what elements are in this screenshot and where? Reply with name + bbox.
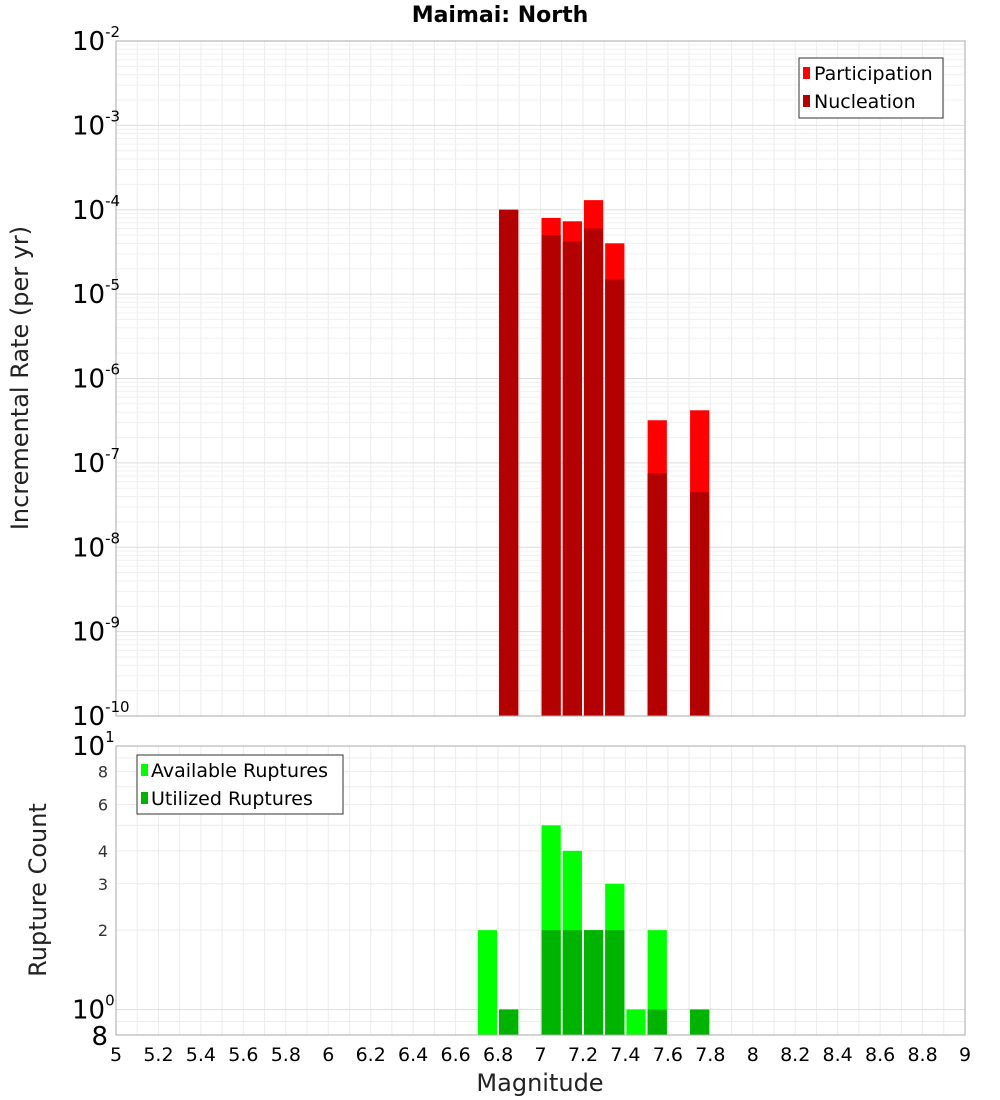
x-tick-label: 6.8 (483, 1044, 513, 1066)
rate-y-tick-label: 10-8 (72, 529, 120, 563)
count-y-tick-label-minor: 6 (98, 795, 108, 814)
rate-y-ticks: 10-10 10-9 10-8 10-7 10-6 10-5 10-4 10-3 10-2 (72, 23, 130, 732)
count-y-tick-label-major: 100 (72, 991, 115, 1025)
legend-participation-swatch (803, 67, 810, 79)
rate-y-tick-label: 10-4 (72, 192, 120, 226)
x-tick-label: 7.4 (610, 1044, 640, 1066)
x-tick-label: 6.6 (440, 1044, 470, 1066)
count-y-tick-label-minor: 3 (98, 875, 108, 894)
count-legend-box (136, 754, 344, 815)
rate-nucleation-bar (562, 241, 582, 717)
legend-nucleation-swatch (803, 95, 810, 107)
count-y-axis-label: Rupture Count (24, 803, 52, 977)
x-tick-label: 6 (322, 1044, 334, 1066)
count-available-ruptures-bar (647, 930, 667, 1035)
count-plot-frame (115, 745, 966, 1036)
rate-plot-grid (115, 41, 966, 717)
x-tick-label: 7 (534, 1044, 546, 1066)
legend-utilized-swatch (141, 792, 148, 804)
rate-nucleation-bar (499, 209, 519, 716)
legend-nucleation-label: Nucleation (814, 91, 916, 113)
legend-available-swatch (141, 764, 148, 776)
rate-y-tick-label: 10-10 (72, 698, 130, 732)
count-plot-grid (115, 746, 966, 1036)
count-y-tick-label-minor: 2 (98, 921, 108, 940)
rate-y-tick-label: 10-6 (72, 361, 120, 395)
x-tick-label: 6.4 (398, 1044, 428, 1066)
rate-nucleation-bar (541, 235, 561, 716)
rate-y-tick-label: 10-2 (72, 23, 120, 57)
rate-y-tick-label: 10-9 (72, 614, 120, 648)
x-tick-label: 9 (959, 1044, 971, 1066)
count-bars (477, 825, 710, 1035)
count-y-tick-label-minor: 8 (91, 1022, 108, 1052)
rate-nucleation-bar (583, 228, 604, 716)
x-tick-label: 8.6 (865, 1044, 895, 1066)
x-tick-label: 7.2 (568, 1044, 598, 1066)
count-y-tick-label-minor: 8 (98, 763, 108, 782)
count-utilized-ruptures-bar (605, 930, 625, 1035)
x-tick-label: 5.4 (186, 1044, 216, 1066)
count-utilized-ruptures-bar (583, 930, 604, 1035)
rate-y-axis-label: Incremental Rate (per yr) (6, 226, 34, 530)
count-legend: Available Ruptures Utilized Ruptures (136, 754, 344, 815)
rate-legend-box (798, 57, 944, 119)
x-tick-label: 7.6 (653, 1044, 683, 1066)
count-utilized-ruptures-bar (499, 1009, 519, 1035)
x-tick-label: 5.8 (271, 1044, 301, 1066)
x-tick-label: 8.4 (823, 1044, 853, 1066)
x-tick-label: 8.2 (780, 1044, 810, 1066)
x-tick-label: 6.2 (356, 1044, 386, 1066)
magnitude-x-ticks: 5 5.2 5.4 5.6 5.8 6 6.2 6.4 6.6 6.8 7 7.2 7.4 7.6 7.8 8… (110, 1044, 971, 1066)
rate-plot-frame (115, 40, 966, 717)
count-available-ruptures-bar (626, 1009, 646, 1035)
rate-legend: Participation Nucleation (798, 57, 944, 119)
count-utilized-ruptures-bar (541, 930, 561, 1035)
count-utilized-ruptures-bar (690, 1009, 710, 1035)
x-axis-label: Magnitude (476, 1069, 603, 1097)
rate-nucleation-bar (690, 492, 710, 716)
rate-nucleation-bar (605, 279, 625, 716)
rate-y-tick-label: 10-7 (72, 445, 120, 479)
count-utilized-ruptures-bar (562, 930, 582, 1035)
chart-title: Maimai: North (412, 3, 589, 28)
rate-y-tick-label: 10-5 (72, 276, 120, 310)
x-tick-label: 8.8 (907, 1044, 937, 1066)
x-tick-label: 5 (110, 1044, 122, 1066)
legend-utilized-label: Utilized Ruptures (151, 788, 313, 810)
x-tick-label: 8 (747, 1044, 759, 1066)
legend-participation-label: Participation (814, 63, 933, 85)
rate-y-tick-label: 10-3 (72, 107, 120, 141)
count-available-ruptures-bar (477, 930, 498, 1035)
legend-available-label: Available Ruptures (151, 760, 328, 782)
rate-bars (499, 200, 710, 717)
count-utilized-ruptures-bar (647, 1009, 667, 1035)
x-tick-label: 7.8 (695, 1044, 725, 1066)
x-tick-label: 5.2 (143, 1044, 173, 1066)
x-tick-label: 5.6 (228, 1044, 258, 1066)
rate-nucleation-bar (647, 473, 667, 716)
count-y-tick-label-minor: 4 (98, 842, 108, 861)
count-y-tick-label-major: 101 (72, 728, 115, 762)
